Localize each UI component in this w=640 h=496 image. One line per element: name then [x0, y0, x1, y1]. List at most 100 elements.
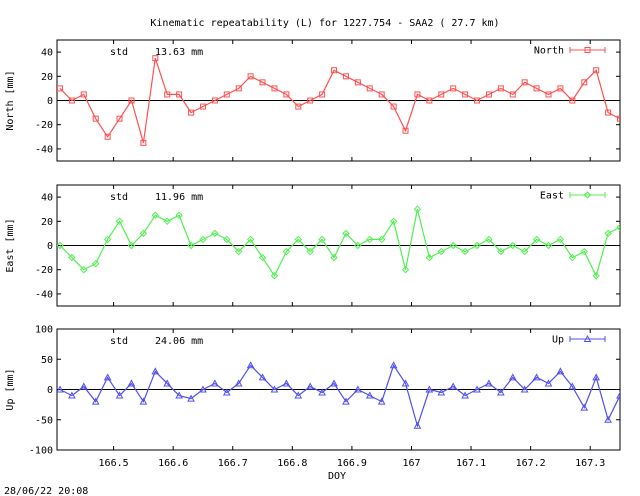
panel-up-legend-label: Up	[552, 335, 564, 346]
panel-east-data-point	[151, 211, 160, 219]
panel-east-data-point	[199, 235, 207, 244]
panel-east-data-point	[401, 265, 410, 274]
panel-north-data-point	[188, 109, 195, 116]
panel-north-y-tick-label: -20	[35, 120, 53, 131]
x-tick-label: 167	[402, 458, 420, 469]
panel-east-data-point	[103, 235, 112, 244]
panel-east-data-point	[389, 217, 398, 226]
panel-east-data-point	[294, 235, 302, 244]
panel-up-y-tick-label: -50	[35, 415, 53, 426]
panel-east-legend-label: East	[540, 191, 564, 202]
panel-up-data-point	[532, 373, 541, 381]
panel-up-data-point	[199, 385, 207, 393]
x-tick-label: 166.7	[218, 458, 248, 469]
panel-north-data-point	[68, 97, 75, 104]
panel-north-data-point	[104, 133, 111, 140]
panel-north-data-point	[593, 67, 600, 74]
panel-north-data-point	[271, 85, 278, 92]
panel-up-data-point	[461, 391, 469, 399]
panel-north-y-tick-label: 0	[47, 96, 53, 107]
x-tick-label: 167.1	[456, 458, 486, 469]
panel-east-data-point	[413, 205, 422, 213]
panel-north-data-point	[140, 139, 147, 146]
panel-east-data-point	[163, 217, 171, 226]
panel-up-data-point	[234, 379, 243, 387]
x-tick-label: 166.5	[99, 458, 129, 469]
panel-north-data-point	[295, 103, 302, 110]
panel-north: -40 -20 0 20 40 North [mm] std 13.63 mm North	[5, 39, 621, 162]
panel-north-data-point	[211, 97, 218, 104]
panel-up-data-point	[485, 379, 493, 387]
panel-east-data-point	[318, 235, 326, 244]
panel-east-data-point	[211, 229, 219, 238]
panel-up-data-point	[592, 373, 601, 381]
panel-east-data-point	[604, 229, 612, 238]
panel-north-data-point	[378, 91, 385, 98]
panel-up-data-point	[437, 388, 446, 396]
panel-north-data-point	[545, 91, 552, 98]
panel-east-data-point	[366, 235, 374, 244]
panel-east-data-point	[342, 229, 350, 238]
panel-east-data-point	[580, 247, 588, 256]
panel-east-data-point	[223, 235, 231, 244]
panel-up-data-point	[68, 391, 76, 399]
panel-east-std-value: 11.96 mm	[155, 192, 203, 203]
panel-up-y-tick-label: -100	[29, 446, 53, 457]
panel-up-data-point	[258, 373, 267, 381]
panel-north-y-tick-label: 20	[41, 72, 53, 83]
panel-up-data-point	[330, 379, 338, 387]
panel-north-std-value: 13.63 mm	[155, 47, 203, 58]
panel-east-y-axis-label: East [mm]	[5, 218, 16, 272]
panel-up-data-point	[151, 367, 160, 375]
panel-north-data-point	[92, 115, 99, 122]
panel-east-series-line	[59, 209, 620, 278]
panel-north-data-point	[497, 85, 504, 92]
panel-north-data-point	[80, 91, 87, 98]
panel-north-data-point	[462, 91, 469, 98]
x-axis-label: DOY	[328, 471, 346, 482]
panel-north-data-point	[176, 91, 183, 98]
panel-east-data-point	[282, 247, 291, 256]
panel-up-data-point	[568, 382, 577, 390]
panel-up-data-point	[139, 397, 148, 405]
panel-up-data-point	[377, 397, 386, 405]
panel-east-data-point	[437, 247, 445, 256]
panel-east-data-point	[497, 247, 505, 256]
panel-up-data-point	[604, 415, 612, 423]
panel-north-data-point	[164, 91, 171, 98]
panel-north-data-point	[557, 85, 564, 92]
panel-east-data-point	[80, 265, 88, 274]
panel-up-std-label: std	[110, 336, 128, 347]
panel-north-data-point	[605, 109, 612, 116]
panel-north-series	[57, 55, 620, 146]
panel-up-legend-marker	[583, 334, 592, 342]
panel-east-data-point	[509, 241, 517, 250]
panel-north-data-point	[450, 85, 457, 92]
panel-east-data-point	[568, 253, 577, 262]
panel-north-legend-label: North	[534, 46, 564, 57]
panel-up-data-point	[342, 397, 350, 405]
panel-up-data-point	[175, 391, 183, 399]
panel-up-data-point	[497, 388, 505, 396]
panel-north-data-point	[617, 115, 620, 122]
panel-up-std-value: 24.06 mm	[155, 336, 203, 347]
panel-north-data-point	[509, 91, 516, 98]
panel-east-data-point	[258, 253, 267, 262]
footer-timestamp: 28/06/22 20:08	[4, 486, 88, 496]
panel-up-data-point	[57, 385, 64, 393]
panel-north-data-point	[235, 85, 242, 92]
panel-up-data-point	[556, 367, 565, 375]
panel-up-data-point	[544, 379, 553, 387]
panel-east-data-point	[68, 253, 76, 262]
panel-north-data-point	[390, 103, 397, 110]
panel-east-data-point	[485, 235, 493, 244]
panel-east-data-point	[461, 247, 469, 256]
panel-east-y-tick-label: 0	[47, 241, 53, 252]
panel-up-data-point	[413, 421, 422, 429]
panel-north-y-axis-label: North [mm]	[5, 70, 16, 130]
panel-north-data-point	[283, 91, 290, 98]
panel-east-y-tick-label: 40	[41, 193, 53, 204]
panel-north-data-point	[128, 97, 135, 104]
